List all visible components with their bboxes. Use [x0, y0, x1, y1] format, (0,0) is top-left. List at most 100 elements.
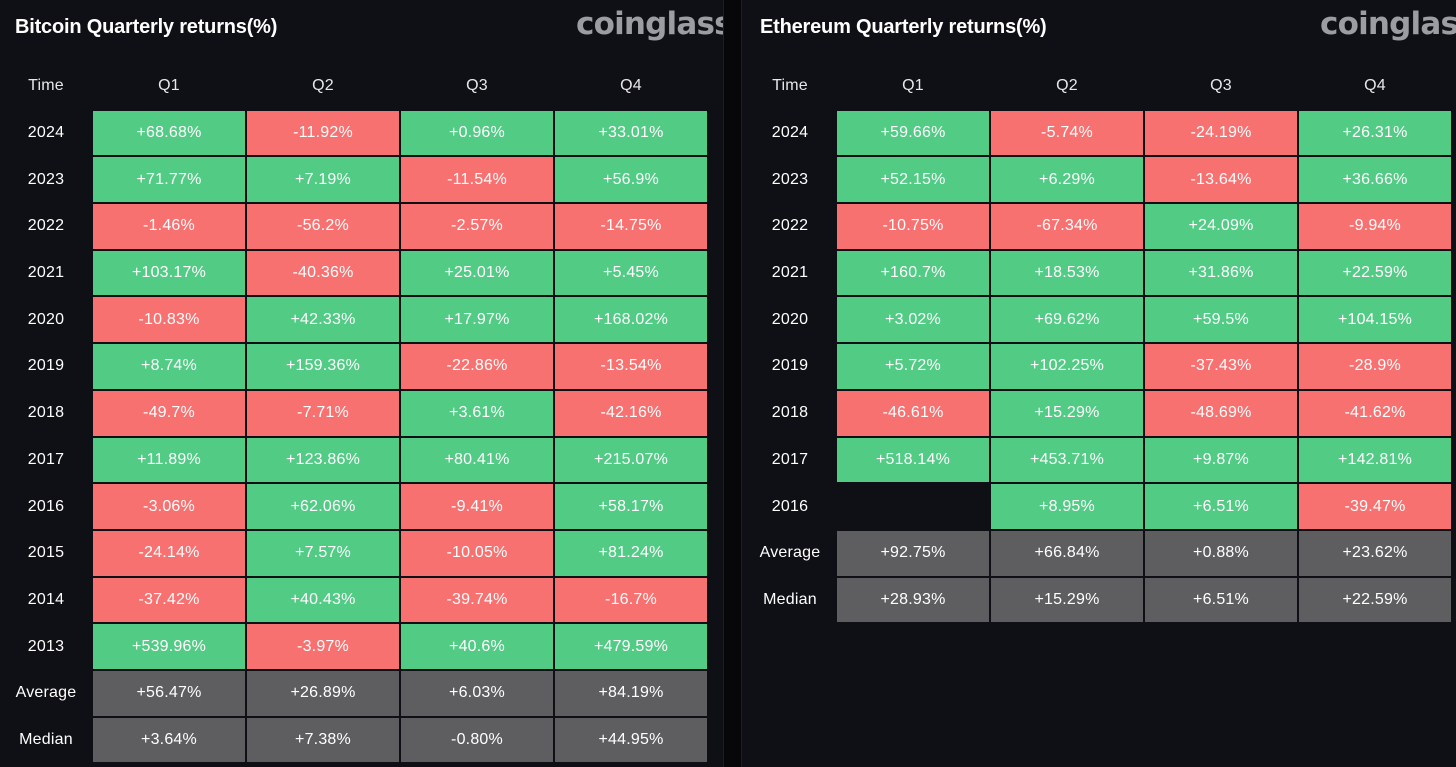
return-cell: -42.16% — [554, 389, 708, 437]
quarter-column-header: Q2 — [990, 63, 1144, 110]
return-cell: +3.02% — [836, 296, 990, 344]
stat-cell: +15.29% — [990, 576, 1144, 624]
return-cell: +518.14% — [836, 436, 990, 484]
return-cell: -24.14% — [92, 529, 246, 577]
row-label: 2021 — [0, 249, 92, 297]
row-label: 2018 — [0, 389, 92, 437]
row-label: 2016 — [744, 483, 836, 530]
return-cell: -11.92% — [246, 109, 400, 157]
row-label: Median — [0, 716, 92, 764]
return-cell: -9.94% — [1298, 203, 1452, 250]
return-cell: -13.64% — [1144, 156, 1298, 204]
return-cell: -14.75% — [554, 203, 708, 250]
row-label: 2017 — [744, 436, 836, 484]
return-cell: +539.96% — [92, 623, 246, 670]
return-cell: +26.31% — [1298, 109, 1452, 157]
return-cell: +18.53% — [990, 249, 1144, 297]
quarter-column-header: Q1 — [836, 63, 990, 110]
row-label: 2013 — [0, 623, 92, 670]
return-cell: -11.54% — [400, 156, 554, 204]
quarter-column-header: Q4 — [554, 63, 708, 110]
row-label: 2020 — [0, 296, 92, 344]
brand-logo: coinglass — [576, 6, 733, 42]
return-cell: -3.97% — [246, 623, 400, 670]
return-cell: +215.07% — [554, 436, 708, 484]
return-cell: +52.15% — [836, 156, 990, 204]
quarter-column-header: Q3 — [1144, 63, 1298, 110]
return-cell: +25.01% — [400, 249, 554, 297]
return-cell: -39.74% — [400, 576, 554, 624]
row-label: 2021 — [744, 249, 836, 297]
return-cell: +104.15% — [1298, 296, 1452, 344]
return-cell: -56.2% — [246, 203, 400, 250]
stat-cell: +6.51% — [1144, 576, 1298, 624]
stat-cell: -0.80% — [400, 716, 554, 764]
return-cell: +11.89% — [92, 436, 246, 484]
return-cell: -41.62% — [1298, 389, 1452, 437]
row-label: 2015 — [0, 529, 92, 577]
bitcoin-returns-table: Time Q1 Q2 Q3 Q4 2024 +68.68% -11.92% +0.96% +33.… — [0, 63, 708, 764]
quarter-column-header: Q3 — [400, 63, 554, 110]
return-cell: +9.87% — [1144, 436, 1298, 484]
return-cell: -5.74% — [990, 109, 1144, 157]
return-cell: +56.9% — [554, 156, 708, 204]
return-cell: +6.51% — [1144, 483, 1298, 530]
stat-cell: +23.62% — [1298, 529, 1452, 577]
row-label: 2019 — [0, 343, 92, 390]
row-label: 2017 — [0, 436, 92, 484]
return-cell: -28.9% — [1298, 343, 1452, 390]
return-cell: -46.61% — [836, 389, 990, 437]
row-label: 2022 — [0, 203, 92, 250]
return-cell: +160.7% — [836, 249, 990, 297]
return-cell: +142.81% — [1298, 436, 1452, 484]
row-label: 2023 — [744, 156, 836, 204]
row-label: 2020 — [744, 296, 836, 344]
return-cell: -13.54% — [554, 343, 708, 390]
return-cell: +8.74% — [92, 343, 246, 390]
ethereum-returns-table: Time Q1 Q2 Q3 Q4 2024 +59.66% -5.74% -24.19% +26.… — [744, 63, 1452, 624]
return-cell: +68.68% — [92, 109, 246, 157]
row-label: 2019 — [744, 343, 836, 390]
return-cell: -10.83% — [92, 296, 246, 344]
return-cell: +5.72% — [836, 343, 990, 390]
return-cell: +8.95% — [990, 483, 1144, 530]
row-label: 2014 — [0, 576, 92, 624]
return-cell: +22.59% — [1298, 249, 1452, 297]
time-column-header: Time — [0, 63, 92, 110]
quarter-column-header: Q1 — [92, 63, 246, 110]
return-cell: +5.45% — [554, 249, 708, 297]
stat-cell: +56.47% — [92, 669, 246, 717]
stat-cell: +66.84% — [990, 529, 1144, 577]
brand-logo: coinglass — [1320, 6, 1456, 42]
return-cell: +81.24% — [554, 529, 708, 577]
return-cell: -67.34% — [990, 203, 1144, 250]
return-cell: +3.61% — [400, 389, 554, 437]
empty-cell — [836, 483, 990, 530]
stat-cell: +7.38% — [246, 716, 400, 764]
return-cell: -16.7% — [554, 576, 708, 624]
row-label: 2023 — [0, 156, 92, 204]
return-cell: +36.66% — [1298, 156, 1452, 204]
return-cell: +17.97% — [400, 296, 554, 344]
return-cell: +58.17% — [554, 483, 708, 530]
return-cell: -37.42% — [92, 576, 246, 624]
return-cell: +40.43% — [246, 576, 400, 624]
return-cell: -40.36% — [246, 249, 400, 297]
stat-cell: +26.89% — [246, 669, 400, 717]
row-label: 2016 — [0, 483, 92, 530]
return-cell: -10.05% — [400, 529, 554, 577]
return-cell: +103.17% — [92, 249, 246, 297]
return-cell: -10.75% — [836, 203, 990, 250]
stat-cell: +84.19% — [554, 669, 708, 717]
quarter-column-header: Q2 — [246, 63, 400, 110]
return-cell: +42.33% — [246, 296, 400, 344]
row-label: Average — [0, 669, 92, 717]
stat-cell: +6.03% — [400, 669, 554, 717]
return-cell: -49.7% — [92, 389, 246, 437]
return-cell: +59.66% — [836, 109, 990, 157]
row-label: 2024 — [0, 109, 92, 157]
return-cell: +7.19% — [246, 156, 400, 204]
stat-cell: +44.95% — [554, 716, 708, 764]
return-cell: +159.36% — [246, 343, 400, 390]
return-cell: +7.57% — [246, 529, 400, 577]
